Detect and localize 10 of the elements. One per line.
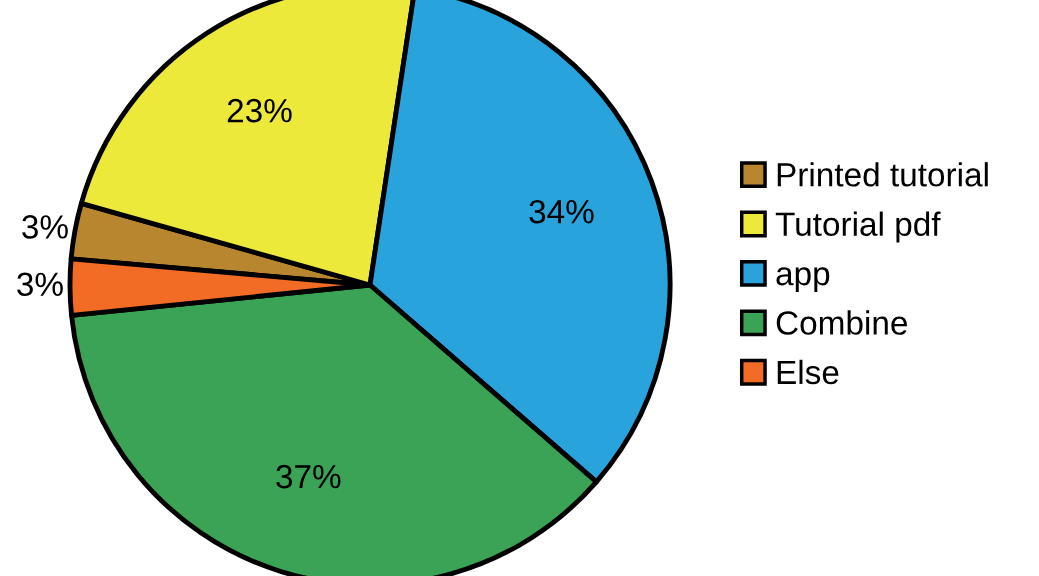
data-label: 3%	[17, 272, 63, 297]
legend-label: Combine	[776, 310, 907, 335]
legend-label: Tutorial pdf	[775, 211, 941, 243]
data-label: 23%	[227, 98, 292, 123]
data-label: 34%	[529, 199, 594, 224]
legend-label: app	[776, 267, 830, 293]
data-label: 37%	[276, 464, 341, 489]
legend-label: Printed tutorial	[777, 162, 988, 187]
legend-label: Else	[777, 359, 839, 385]
data-label: 3%	[22, 215, 68, 239]
